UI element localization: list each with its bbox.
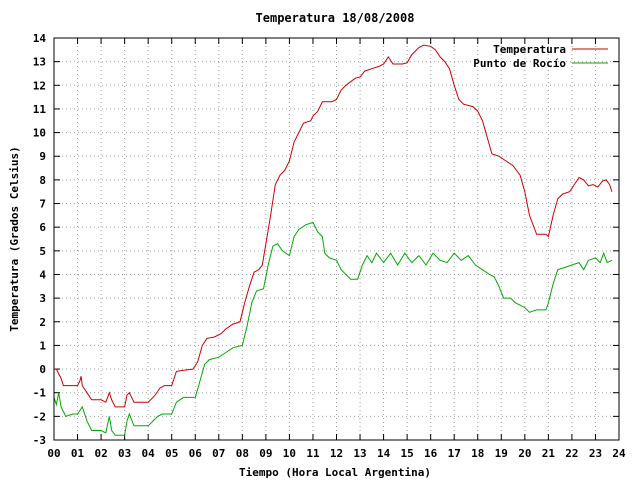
y-tick-label: -2 [33,410,46,423]
x-tick-label: 01 [71,447,85,460]
x-tick-label: 15 [401,447,414,460]
legend-label-temperatura: Temperatura [493,43,566,56]
x-tick-label: 22 [565,447,578,460]
y-tick-label: 12 [33,79,46,92]
x-tick-label: 17 [448,447,461,460]
x-tick-label: 00 [47,447,60,460]
x-tick-label: 19 [495,447,508,460]
series-lines [53,44,613,436]
legend-label-punto-de-rocio: Punto de Rocío [473,57,566,70]
y-axis-label: Temperatura (Grados Celsius) [8,146,21,331]
x-tick-label: 16 [424,447,438,460]
y-tick-label: -1 [33,387,47,400]
y-tick-label: 14 [33,32,47,45]
y-tick-label: 4 [39,268,46,281]
x-tick-label: 09 [259,447,272,460]
x-tick-label: 12 [330,447,343,460]
y-tick-label: 13 [33,56,46,69]
y-tick-label: 9 [39,150,46,163]
x-tick-label: 08 [236,447,249,460]
x-tick-label: 14 [377,447,391,460]
y-tick-label: -3 [33,434,46,447]
x-tick-label: 23 [589,447,602,460]
x-tick-label: 18 [471,447,484,460]
x-tick-label: 13 [353,447,366,460]
plot-frame [53,37,620,441]
y-tick-label: 3 [39,292,46,305]
series-line-temperatura [54,44,613,408]
x-axis-ticks: 00 01 02 03 04 05 06 07 08 09 10 11 12 13 14 15 16 17 18 19… [47,38,626,460]
x-tick-label: 20 [518,447,531,460]
x-tick-label: 24 [612,447,626,460]
x-tick-label: 07 [212,447,225,460]
chart-title: Temperatura 18/08/2008 [256,11,415,25]
x-tick-label: 04 [142,447,156,460]
x-tick-label: 02 [94,447,107,460]
x-tick-label: 21 [542,447,556,460]
x-tick-label: 10 [283,447,296,460]
y-tick-label: 8 [39,174,46,187]
y-tick-label: 11 [33,103,47,116]
x-axis-label: Tiempo (Hora Local Argentina) [239,466,431,479]
y-tick-label: 1 [39,339,46,352]
x-tick-label: 11 [306,447,320,460]
x-tick-label: 03 [118,447,131,460]
y-tick-label: 7 [39,198,46,211]
series-line-punto-de-rocio [53,221,613,436]
y-tick-label: 0 [39,363,46,376]
grid [54,38,619,440]
y-tick-label: 2 [39,316,46,329]
y-tick-label: 10 [33,127,46,140]
x-tick-label: 05 [165,447,178,460]
y-tick-label: 5 [39,245,46,258]
y-tick-label: 6 [39,221,46,234]
x-tick-label: 06 [189,447,203,460]
